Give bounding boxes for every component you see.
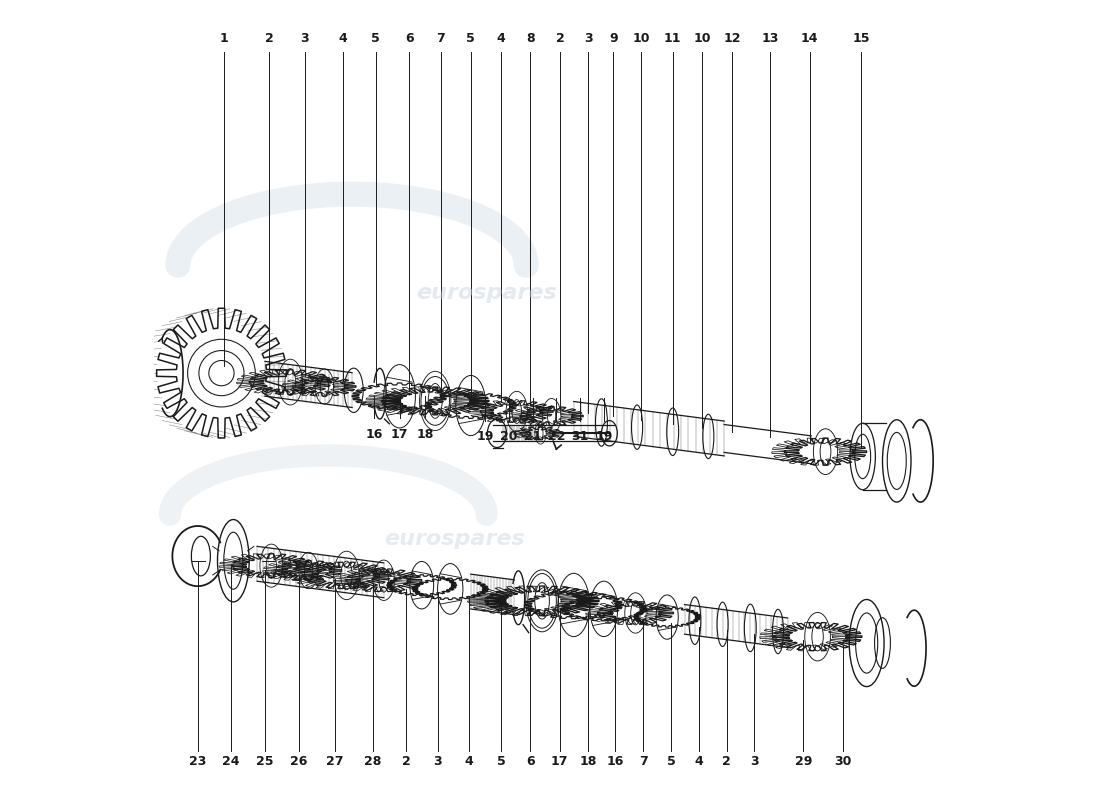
Text: 19: 19: [595, 430, 613, 443]
Text: 15: 15: [852, 32, 870, 45]
Text: 4: 4: [694, 755, 703, 768]
Text: 18: 18: [416, 428, 433, 441]
Text: 4: 4: [496, 32, 505, 45]
Text: 7: 7: [437, 32, 446, 45]
Text: 14: 14: [801, 32, 818, 45]
Text: 16: 16: [365, 428, 383, 441]
Text: 26: 26: [290, 755, 308, 768]
Text: 28: 28: [364, 755, 382, 768]
Text: 6: 6: [526, 755, 535, 768]
Text: 10: 10: [632, 32, 650, 45]
Text: 27: 27: [326, 755, 343, 768]
Text: 31: 31: [571, 430, 588, 443]
Text: 2: 2: [402, 755, 410, 768]
Text: 20: 20: [500, 430, 518, 443]
Text: 5: 5: [496, 755, 505, 768]
Text: 4: 4: [338, 32, 346, 45]
Text: 24: 24: [222, 755, 240, 768]
Text: 23: 23: [189, 755, 207, 768]
Text: 3: 3: [584, 32, 592, 45]
Text: 10: 10: [693, 32, 711, 45]
Text: 19: 19: [476, 430, 494, 443]
Text: 11: 11: [664, 32, 682, 45]
Text: eurospares: eurospares: [385, 529, 526, 549]
Text: 16: 16: [606, 755, 624, 768]
Text: 2: 2: [723, 755, 730, 768]
Text: 17: 17: [390, 428, 408, 441]
Text: 5: 5: [667, 755, 675, 768]
Text: 4: 4: [465, 755, 474, 768]
Text: 21: 21: [524, 430, 541, 443]
Text: 6: 6: [405, 32, 414, 45]
Text: 2: 2: [265, 32, 273, 45]
Text: 12: 12: [724, 32, 740, 45]
Text: 2: 2: [556, 32, 564, 45]
Text: 25: 25: [256, 755, 274, 768]
Text: 17: 17: [551, 755, 569, 768]
Text: 18: 18: [580, 755, 596, 768]
Text: 8: 8: [526, 32, 535, 45]
Text: 13: 13: [761, 32, 779, 45]
Text: 30: 30: [834, 755, 851, 768]
Text: 3: 3: [433, 755, 442, 768]
Text: 5: 5: [372, 32, 381, 45]
Text: 3: 3: [750, 755, 759, 768]
Text: 29: 29: [794, 755, 812, 768]
Text: 1: 1: [220, 32, 228, 45]
Text: 3: 3: [300, 32, 309, 45]
Text: 7: 7: [639, 755, 648, 768]
Text: eurospares: eurospares: [416, 283, 557, 303]
Text: 22: 22: [548, 430, 565, 443]
Text: 9: 9: [609, 32, 617, 45]
Text: 5: 5: [466, 32, 475, 45]
